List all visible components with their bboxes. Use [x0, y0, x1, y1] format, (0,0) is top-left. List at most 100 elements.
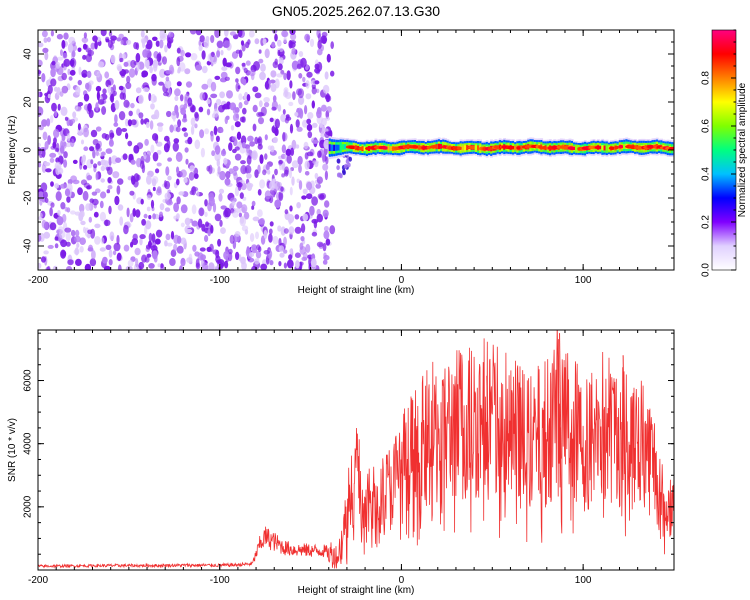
spectrogram-noise-blob [91, 191, 98, 196]
spectrogram-noise-blob [88, 80, 94, 85]
spectrogram-noise-blob [136, 174, 141, 181]
spectrogram-noise-blob [241, 204, 248, 214]
spectrogram-noise-blob [130, 241, 134, 248]
spectrogram-noise-blob [81, 37, 89, 43]
spectrogram-noise-blob [252, 104, 258, 113]
spectrogram-noise-blob [285, 114, 290, 119]
spectrogram-noise-blob [120, 39, 124, 45]
spectrogram-noise-blob [63, 32, 69, 40]
spectrogram-x-axis-label: Height of straight line (km) [298, 285, 415, 296]
spectrogram-noise-blob [169, 258, 176, 266]
spectrogram-noise-blob [281, 173, 285, 178]
spectrogram-noise-blob [283, 249, 288, 254]
spectrogram-noise-blob [63, 159, 68, 168]
spectrogram-noise-blob [113, 242, 121, 252]
spectrogram-noise-blob [198, 106, 204, 113]
spectrogram-noise-blob [288, 101, 294, 107]
spectrogram-noise-blob [183, 132, 189, 138]
spectrogram-band-peak [507, 145, 517, 150]
snr-series-line [38, 330, 674, 569]
spectrogram-band-peak [608, 146, 616, 150]
spectrogram-noise-blob [70, 59, 75, 65]
spectrogram-noise-blob [171, 110, 177, 116]
spectrogram-noise-blob [305, 93, 312, 100]
spectrogram-noise-blob [41, 119, 48, 127]
spectrogram-noise-blob [50, 78, 57, 87]
spectrogram-noise-blob [185, 158, 189, 165]
spectrogram-noise-blob [93, 211, 99, 218]
spectrogram-noise-blob [272, 235, 279, 245]
spectrogram-band-cell [344, 144, 347, 150]
spectrogram-noise-blob [312, 139, 319, 144]
spectrogram-noise-blob [83, 93, 90, 102]
spectrogram-noise-blob [179, 265, 183, 270]
colorbar-gradient [711, 29, 737, 271]
spectrogram-noise-blob [279, 252, 285, 258]
spectrogram-noise-blob [218, 188, 225, 194]
spectrogram-noise-blob [195, 64, 203, 71]
spectrogram-noise-blob [204, 211, 208, 217]
spectrogram-noise-blob [113, 122, 119, 127]
spectrogram-noise-blob [114, 195, 120, 206]
spectrogram-noise-blob [264, 134, 268, 141]
spectrogram-noise-blob [136, 61, 140, 72]
spectrogram-noise-blob [192, 244, 197, 252]
spectrogram-noise-blob [148, 263, 155, 269]
spectrogram-noise-blob [277, 104, 282, 112]
spectrogram-noise-blob [322, 37, 327, 45]
spectrogram-noise-blob [251, 265, 257, 270]
spectrogram-tail-blob [338, 172, 342, 178]
spectrogram-noise-blob [93, 163, 98, 169]
spectrogram-band-cell [575, 146, 578, 151]
spectrogram-noise-blob [298, 180, 303, 190]
spectrogram-noise-blob [238, 102, 243, 109]
spectrogram-noise-blob [264, 101, 270, 108]
spectrogram-noise-blob [268, 233, 273, 243]
spectrogram-noise-blob [176, 56, 181, 67]
spectrogram-noise-blob [178, 191, 185, 196]
spectrogram-noise-blob [211, 150, 216, 157]
spectrogram-noise-blob [235, 66, 241, 75]
spectrogram-noise-blob [297, 88, 304, 99]
spectrogram-noise-blob [183, 177, 188, 183]
spectrogram-noise-blob [153, 62, 158, 72]
spectrogram-noise-blob [223, 251, 230, 260]
spectrogram-noise-blob [208, 164, 213, 175]
spectrogram-noise-blob [175, 152, 183, 162]
spectrogram-noise-blob [125, 221, 131, 227]
spectrogram-noise-blob [249, 141, 256, 147]
spectrogram-noise-blob [189, 30, 197, 35]
spectrogram-noise-blob [240, 216, 245, 224]
spectrogram-noise-blob [284, 209, 289, 215]
spectrogram-noise-blob [251, 200, 256, 207]
spectrogram-noise-blob [146, 150, 151, 157]
spectrogram-noise-blob [180, 107, 187, 115]
spectrogram-noise-blob [102, 256, 108, 264]
spectrogram-noise-blob [86, 70, 92, 78]
spectrogram-noise-blob [210, 81, 217, 92]
spectrogram-noise-blob [271, 106, 277, 111]
spectrogram-noise-blob [116, 252, 122, 261]
spectrogram-noise-blob [51, 102, 57, 112]
spectrogram-noise-blob [325, 156, 329, 165]
spectrogram-noise-blob [70, 229, 76, 237]
spectrogram-noise-blob [204, 199, 208, 207]
spectrogram-noise-blob [40, 256, 47, 263]
spectrogram-noise-blob [53, 128, 60, 138]
spectrogram-noise-blob [287, 214, 295, 224]
spectrogram-noise-blob [295, 144, 300, 149]
spectrogram-noise-blob [259, 179, 266, 189]
spectrogram-noise-blob [303, 141, 309, 150]
spectrogram-noise-blob [164, 180, 171, 190]
spectrogram-noise-blob [96, 90, 100, 101]
spectrogram-noise-blob [258, 58, 264, 64]
y-tick-label: 2000 [23, 495, 34, 518]
spectrogram-noise-blob [258, 100, 263, 108]
spectrogram-noise-blob [161, 33, 168, 38]
spectrogram-noise-blob [295, 260, 300, 269]
spectrogram-noise-blob [54, 147, 59, 152]
spectrogram-noise-blob [58, 229, 66, 239]
spectrogram-noise-blob [52, 265, 58, 270]
spectrogram-noise-blob [294, 252, 301, 258]
